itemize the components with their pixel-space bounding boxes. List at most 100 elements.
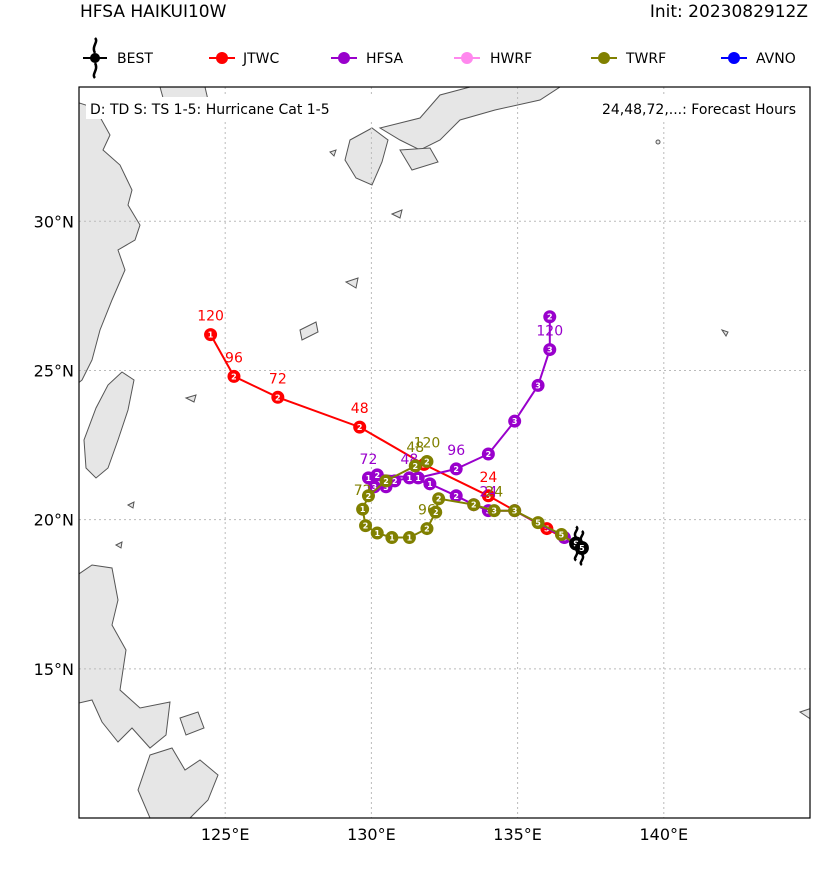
category-label: 5 (559, 531, 565, 540)
category-label: 2 (471, 501, 477, 510)
track-point-hfsa (531, 378, 545, 392)
category-label: 2 (357, 423, 363, 432)
track-point-twrf (508, 504, 522, 518)
track-point-twrf (420, 454, 434, 468)
category-label: 2 (383, 477, 389, 486)
init-time: Init: 2023082912Z (649, 2, 808, 22)
storm-tracks: 5552412482722961120553324221148233172212… (197, 309, 589, 566)
category-label: 2 (424, 457, 430, 466)
track-point-twrf (432, 492, 446, 506)
legend: BEST JTWC HFSA HWRF TWRF AVNO (83, 37, 796, 79)
track-point-twrf (359, 519, 373, 533)
track-point-hfsa (423, 477, 437, 491)
legend-entry-avno: AVNO (721, 51, 796, 67)
track-point-twrf (487, 504, 501, 518)
track-point-twrf (370, 526, 384, 540)
axis-ticks: 125°E 130°E 135°E 140°E 15°N 20°N 25°N 30°N (34, 212, 688, 844)
best-track-typhoon-icon: 5 (574, 530, 589, 566)
honshu-coast (378, 87, 561, 151)
track-point-hfsa (449, 462, 463, 476)
category-label: 3 (512, 417, 518, 426)
philippines-islands (137, 747, 219, 818)
forecast-hour-label: 72 (360, 452, 378, 468)
category-label: 1 (366, 474, 372, 483)
track-point-jtwc (353, 420, 367, 434)
category-label: 2 (547, 313, 553, 322)
forecast-hour-label: 96 (418, 503, 436, 519)
forecast-hour-label: 24 (479, 470, 497, 486)
category-label: 2 (436, 495, 442, 504)
category-label: 3 (491, 507, 497, 516)
track-point-hfsa (543, 343, 557, 357)
legend-label-jtwc: JTWC (242, 51, 280, 67)
legend-label-hwrf: HWRF (490, 51, 532, 67)
category-label: 2 (453, 465, 459, 474)
track-point-twrf (408, 459, 422, 473)
category-label: 3 (372, 483, 378, 492)
track-point-twrf (361, 489, 375, 503)
forecast-hour-label: 48 (406, 440, 424, 456)
track-point-hfsa (543, 310, 557, 324)
x-tick-label: 130°E (347, 825, 396, 844)
x-tick-label: 125°E (201, 825, 250, 844)
legend-entry-twrf: TWRF (591, 51, 666, 67)
track-point-hfsa (481, 447, 495, 461)
track-point-twrf (429, 505, 443, 519)
track-point-jtwc (481, 489, 495, 503)
track-point-jtwc (204, 328, 218, 342)
track-twrf: 55533242222961112172222482120 (354, 435, 589, 555)
category-label: 5 (579, 544, 585, 553)
category-label: 3 (535, 381, 541, 390)
track-point-hfsa (449, 489, 463, 503)
category-label: 1 (427, 480, 433, 489)
category-label: 3 (547, 346, 553, 355)
category-label: 1 (415, 474, 421, 483)
forecast-hour-label: 24 (485, 485, 503, 501)
legend-label-hfsa: HFSA (366, 51, 403, 67)
legend-label-best: BEST (117, 51, 153, 67)
category-label: 5 (486, 492, 492, 501)
category-label: 2 (231, 372, 237, 381)
track-point-twrf (554, 528, 568, 542)
typhoon-icon (90, 37, 100, 79)
track-point-twrf (402, 531, 416, 545)
category-label: 5 (535, 519, 541, 528)
category-label: 1 (389, 534, 395, 543)
track-point-jtwc (271, 390, 285, 404)
track-point-twrf (467, 498, 481, 512)
track-point-hfsa (411, 471, 425, 485)
category-label: 2 (433, 508, 439, 517)
category-label: 2 (374, 471, 380, 480)
legend-label-twrf: TWRF (625, 51, 666, 67)
category-label: 1 (407, 534, 413, 543)
map-background (79, 87, 810, 818)
taiwan-coast (83, 371, 135, 479)
forecast-hours-annotation: 24,48,72,...: Forecast Hours (602, 102, 796, 118)
shikoku-coast (399, 147, 439, 171)
legend-entry-hfsa: HFSA (331, 51, 403, 67)
category-label: 1 (374, 529, 380, 538)
category-label: 2 (424, 525, 430, 534)
y-tick-label: 20°N (34, 511, 74, 530)
legend-marker-avno (728, 52, 740, 64)
legend-marker-jtwc (216, 52, 228, 64)
china-coast (79, 102, 141, 384)
legend-entry-best: BEST (83, 37, 153, 79)
chart-title: HFSA HAIKUI10W (80, 2, 227, 22)
track-point-hfsa (508, 414, 522, 428)
track-point-twrf (385, 531, 399, 545)
category-label: 2 (275, 393, 281, 402)
category-label: 1 (360, 505, 366, 514)
legend-label-avno: AVNO (756, 51, 796, 67)
track-point-jtwc (227, 369, 241, 383)
map-frame (78, 86, 811, 819)
category-label: 2 (366, 492, 372, 501)
legend-entry-hwrf: HWRF (454, 51, 532, 67)
category-key-annotation: D: TD S: TS 1-5: Hurricane Cat 1-5 (90, 102, 330, 118)
category-label: 2 (363, 522, 369, 531)
luzon-coast (79, 564, 171, 749)
forecast-hour-label: 120 (414, 435, 441, 451)
forecast-hour-label: 96 (447, 443, 465, 459)
